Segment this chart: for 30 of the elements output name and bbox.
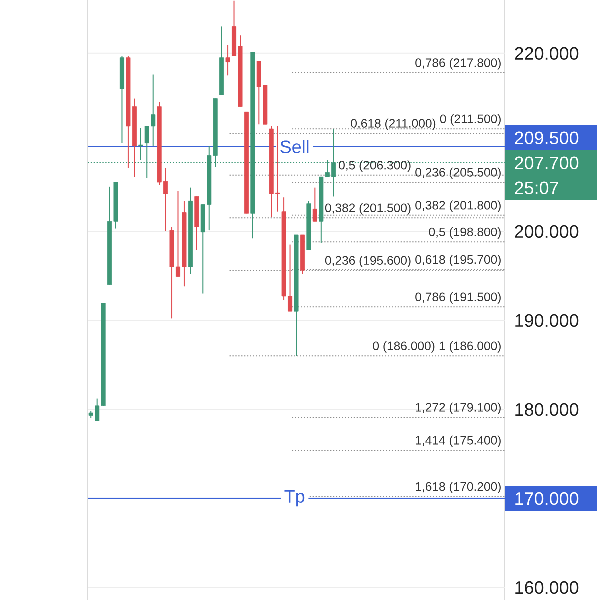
annotation: 0 (186.000) bbox=[373, 341, 435, 353]
text: 25:07 bbox=[515, 182, 558, 195]
candlestick bbox=[138, 128, 144, 161]
ref-line-label: 1,272 (179.100) bbox=[416, 402, 501, 414]
ref-line-label: Sell bbox=[280, 140, 309, 154]
ref-line-label: 0,5 (198.800) bbox=[429, 228, 501, 239]
ref-line-label: Tp bbox=[284, 490, 305, 507]
y-tick-label: 170.000 bbox=[516, 492, 579, 506]
candlestick bbox=[312, 187, 318, 222]
ref-line-label: 0,382 (201.500) bbox=[325, 203, 411, 215]
y-tick-label: 207.700 bbox=[515, 156, 579, 170]
ref-line-label: 0,5 (206.300) bbox=[339, 160, 411, 172]
y-tick-label: 180.000 bbox=[516, 403, 579, 416]
y-tick-label: 190.000 bbox=[516, 314, 579, 328]
ref-line-label: 0,382 (201.800) bbox=[416, 200, 501, 212]
ref-line-label: 0,786 (191.500) bbox=[416, 292, 501, 304]
ref-line-label: 0,618 (195.700) bbox=[416, 255, 501, 267]
y-tick-label: 200.000 bbox=[515, 225, 579, 238]
y-tick-label: 209.500 bbox=[515, 132, 579, 145]
ref-line-label: 1,618 (170.200) bbox=[416, 482, 501, 494]
candlestick bbox=[226, 44, 230, 76]
ref-line-label: 0,618 (211.000) bbox=[351, 118, 436, 130]
ref-line-label: 1,414 (175.400) bbox=[416, 436, 501, 448]
y-tick-label: 160.000 bbox=[516, 581, 579, 594]
y-tick-label: 220.000 bbox=[515, 47, 579, 60]
ref-line-label: 0 (211.500) bbox=[440, 114, 501, 126]
ref-line-label: 0,236 (205.500) bbox=[416, 168, 501, 180]
ref-line-label: 0,786 (217.800) bbox=[416, 58, 501, 70]
ref-line-label: 0,236 (195.600) bbox=[325, 256, 411, 268]
ref-line-label: 1 (186.000) bbox=[440, 341, 501, 353]
